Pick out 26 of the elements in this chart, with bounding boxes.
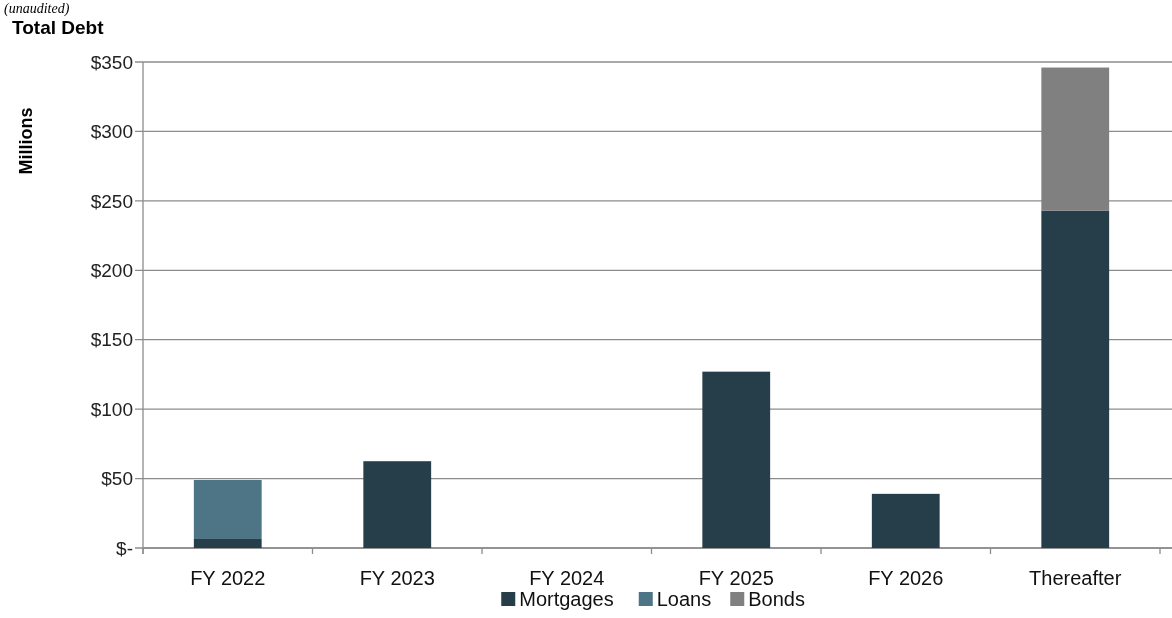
x-tick-label: FY 2025 — [698, 567, 774, 589]
x-tick-label: FY 2022 — [190, 567, 266, 589]
y-tick-label: $300 — [90, 121, 133, 143]
bar — [1041, 210, 1110, 548]
y-tick-label: $250 — [90, 190, 133, 212]
bar — [193, 479, 262, 539]
y-tick-label: $200 — [90, 259, 133, 281]
y-tick-label: $- — [116, 537, 133, 559]
text: (unaudited) — [4, 1, 70, 17]
y-tick-label: $50 — [101, 468, 133, 490]
x-tick-label: FY 2024 — [529, 567, 605, 589]
y-tick-label: $150 — [90, 329, 133, 351]
x-tick-label: Thereafter — [1029, 567, 1122, 589]
y-axis-title: Millions — [16, 107, 36, 175]
bar — [871, 493, 940, 548]
legend-label: Bonds — [748, 588, 805, 610]
x-tick-label: FY 2026 — [868, 567, 944, 589]
chart-title: Total Debt — [12, 17, 105, 38]
bar — [193, 538, 262, 548]
y-tick-label: $100 — [90, 398, 133, 420]
y-tick-label: $350 — [90, 51, 133, 73]
bar — [363, 461, 432, 548]
legend-label: Loans — [656, 588, 712, 610]
legend-label: Mortgages — [519, 588, 614, 610]
bar — [702, 371, 771, 548]
x-tick-label: FY 2023 — [359, 567, 435, 589]
